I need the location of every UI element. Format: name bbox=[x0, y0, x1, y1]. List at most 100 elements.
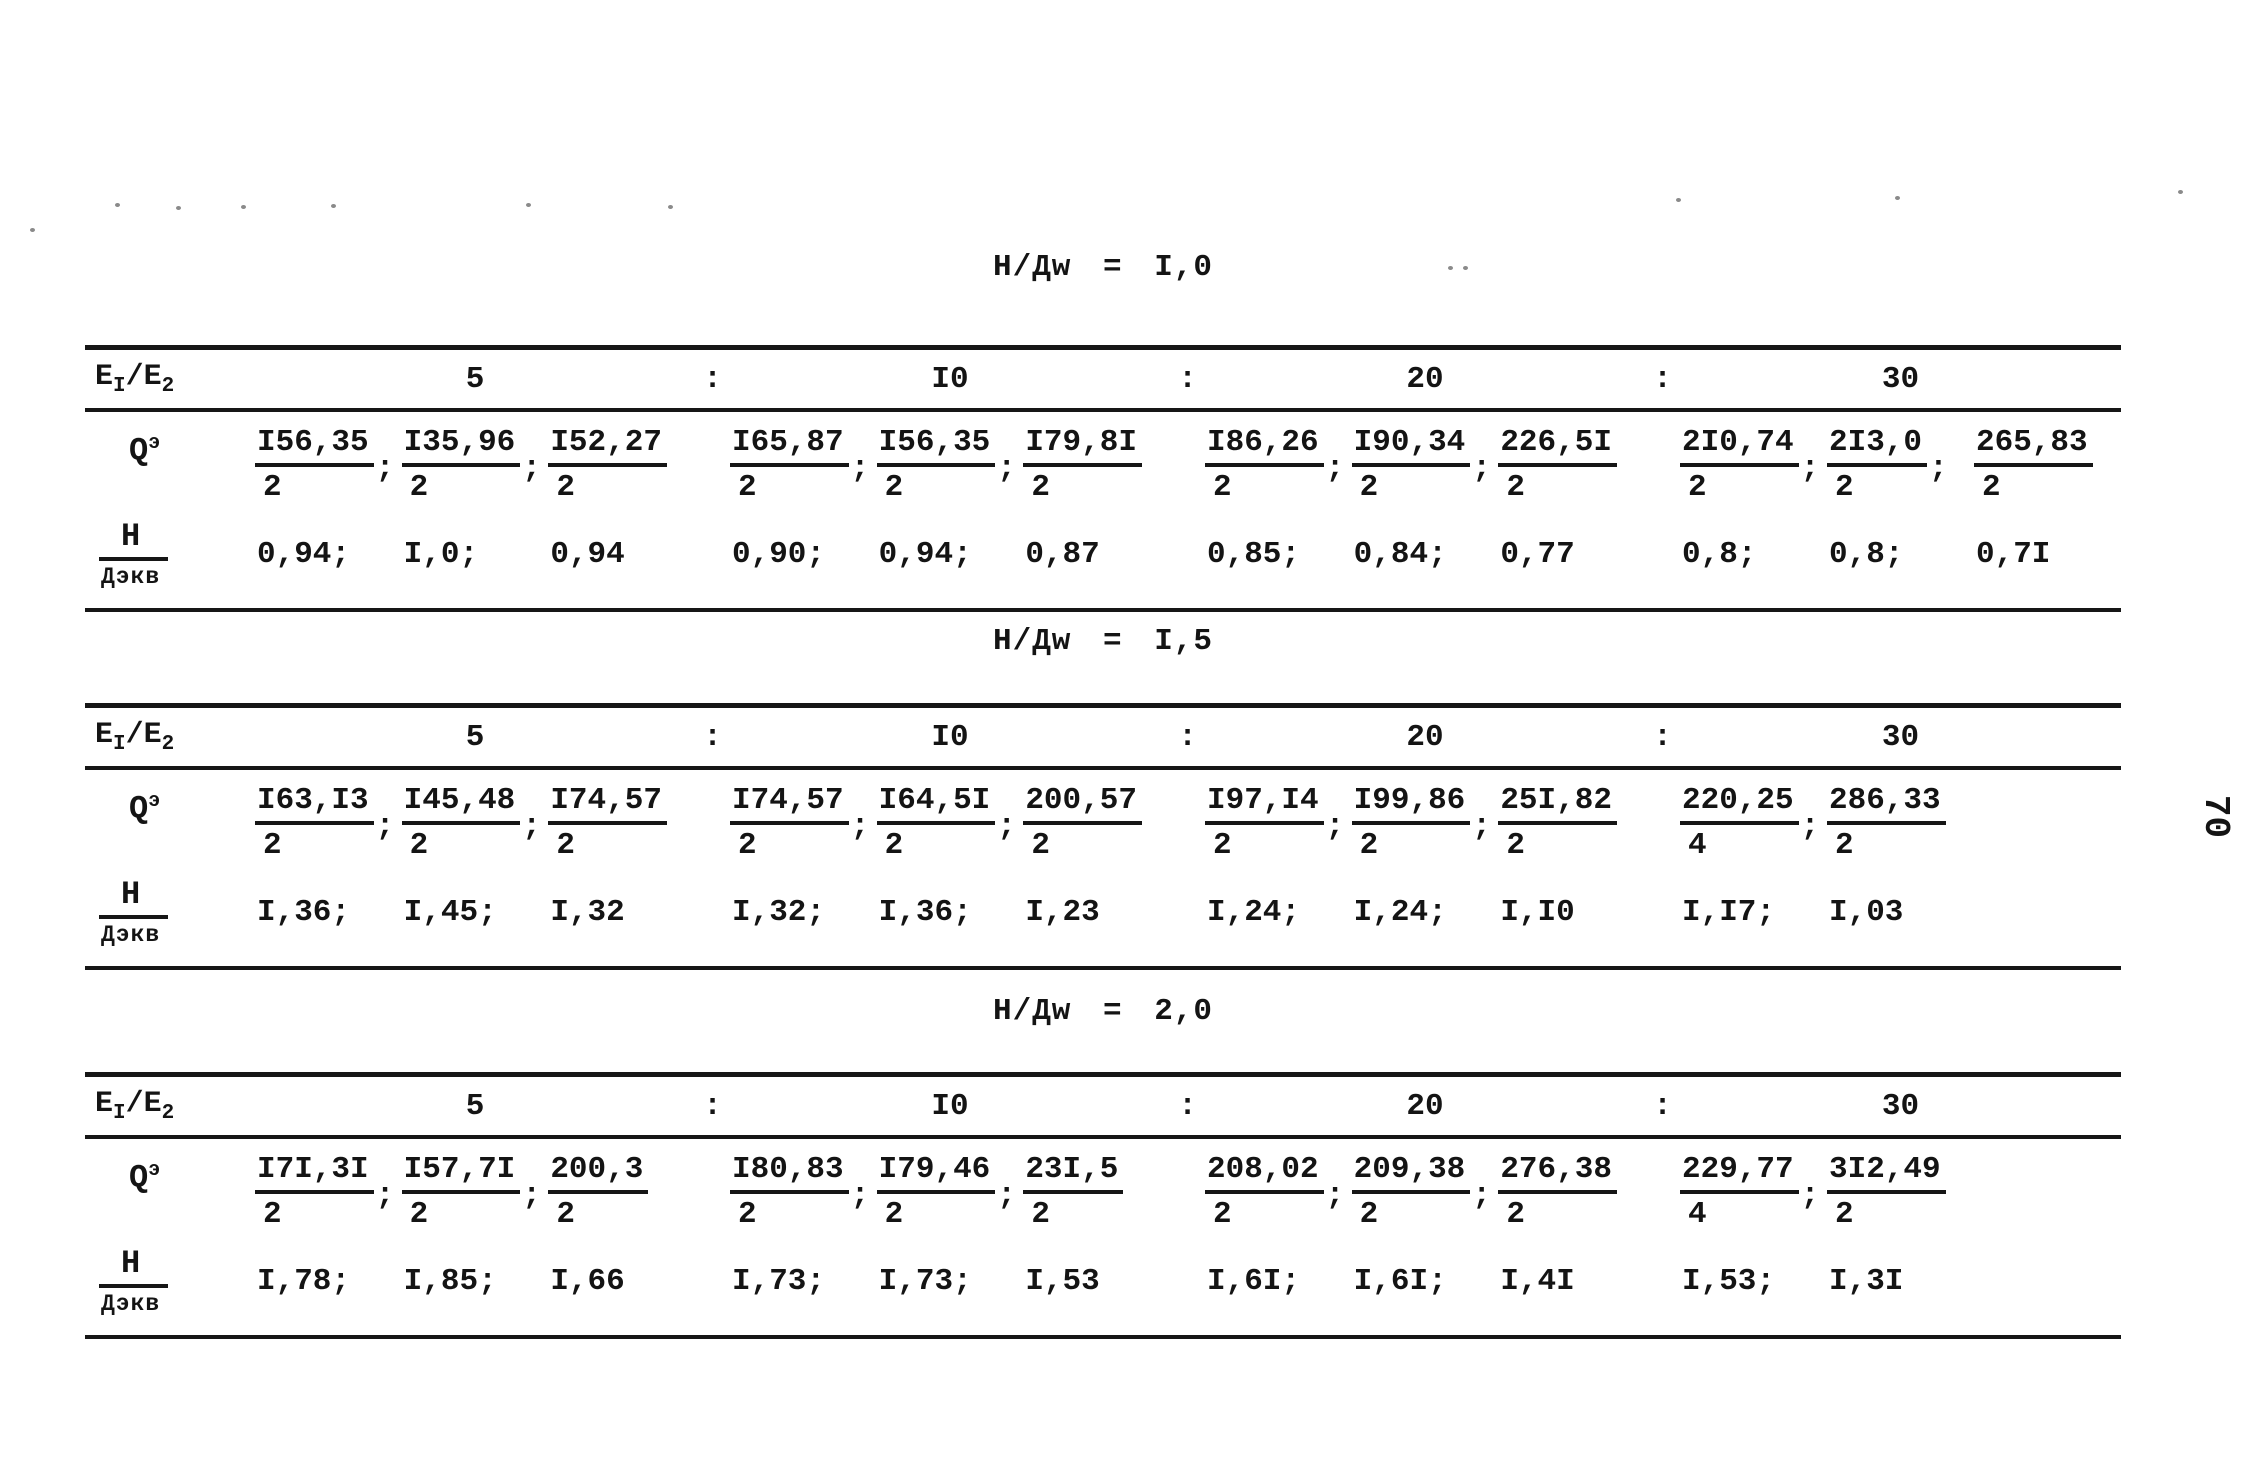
column-separator: : bbox=[703, 361, 722, 397]
q-fraction-cell: 2I0,74 2; bbox=[1680, 426, 1827, 505]
fraction-numerator: 276,38 bbox=[1498, 1153, 1617, 1194]
fraction-numerator: I56,35 bbox=[255, 426, 374, 467]
fraction-numerator: I80,83 bbox=[730, 1153, 849, 1194]
fraction: 286,33 2 bbox=[1827, 784, 1946, 863]
fraction-denominator: 2 bbox=[556, 1197, 575, 1232]
column-header: 20 bbox=[1406, 719, 1444, 755]
table-section-h-dw-1-5: Н/Дw = I,5 ЕI/Е2 5: I0:20:30 Qэ I63,I3 2; I… bbox=[85, 622, 2121, 970]
h-value-cell bbox=[1974, 1262, 2121, 1302]
fraction-denominator: 2 bbox=[1031, 828, 1050, 863]
value-separator: ; bbox=[997, 451, 1016, 486]
h-value-cell: I,4I bbox=[1500, 1263, 1575, 1299]
q-fraction-cell: 200,57 2 bbox=[1023, 784, 1170, 863]
q-fraction-cell: 2I3,0 2; bbox=[1827, 426, 1974, 505]
h-value-group: 0,94; I,0; 0,94 bbox=[255, 535, 695, 575]
h-value-group: I,36; I,45; I,32 bbox=[255, 893, 695, 933]
h-value-cell: 0,7I bbox=[1976, 536, 2051, 572]
q-value-group: 208,02 2; 209,38 2; 276,38 2 bbox=[1205, 1153, 1645, 1232]
h-value-cell: I,I0 bbox=[1500, 894, 1575, 930]
fraction: I79,8I 2 bbox=[1023, 426, 1142, 505]
fraction-denominator: 2 bbox=[1506, 828, 1525, 863]
fraction-numerator: 200,57 bbox=[1023, 784, 1142, 825]
fraction-numerator: I56,35 bbox=[876, 426, 996, 467]
fraction: I7I,3I 2 bbox=[255, 1153, 374, 1232]
fraction: I45,48 2 bbox=[401, 784, 521, 863]
h-value-cell: I,23 bbox=[1025, 894, 1100, 930]
value-separator: ; bbox=[1800, 1178, 1820, 1213]
column-separator bbox=[695, 1153, 730, 1232]
q-fraction-cell: I57,7I 2; bbox=[401, 1153, 549, 1232]
q-fraction-cell: I79,8I 2 bbox=[1023, 426, 1170, 505]
table-title: Н/Дw = 2,0 bbox=[992, 994, 1214, 1029]
fraction-numerator: I79,8I bbox=[1023, 426, 1142, 467]
h-value-cell: 0,8; bbox=[1682, 536, 1757, 572]
q-fraction-cell: 220,25 4; bbox=[1680, 784, 1827, 863]
q-value-group: I56,35 2; I35,96 2; I52,27 2 bbox=[255, 426, 695, 505]
table-section-h-dw-1-0: Н/Дw = I,0 ЕI/Е2 5: I0:20:30 Qэ I56,35 2; I… bbox=[85, 248, 2121, 612]
fraction-denominator: 2 bbox=[884, 1197, 904, 1232]
h-value-cell: I,3I bbox=[1829, 1263, 1904, 1299]
column-separator bbox=[1170, 426, 1205, 505]
h-row: Н Дэкв 0,94; I,0; 0,94 0,90; 0,94; 0,87 0,85; 0,… bbox=[85, 511, 2121, 608]
q-fraction-cell: I52,27 2 bbox=[548, 426, 695, 505]
h-value-cell: I,85; bbox=[403, 1263, 497, 1299]
value-separator: ; bbox=[1929, 451, 1948, 486]
column-header: I0 bbox=[931, 361, 969, 397]
fraction-numerator: 220,25 bbox=[1680, 784, 1799, 825]
fraction-denominator: 2 bbox=[409, 470, 429, 505]
fraction-numerator: 25I,82 bbox=[1498, 784, 1617, 825]
fraction-denominator: 2 bbox=[738, 1197, 757, 1232]
q-fraction-cell: 3I2,49 2 bbox=[1827, 1153, 1974, 1232]
fraction: I52,27 2 bbox=[548, 426, 667, 505]
column-separator: : bbox=[1178, 719, 1197, 755]
table-section-h-dw-2-0: Н/Дw = 2,0 ЕI/Е2 5: I0:20:30 Qэ I7I,3I 2; I… bbox=[85, 992, 2121, 1339]
q-value-group: I86,26 2; I90,34 2; 226,5I 2 bbox=[1205, 426, 1645, 505]
q-label: Qэ bbox=[129, 432, 161, 470]
value-separator: ; bbox=[1472, 451, 1491, 486]
h-value-cell: 0,90; bbox=[732, 536, 826, 572]
h-value-group: 0,85; 0,84; 0,77 bbox=[1205, 535, 1645, 575]
fraction: I74,57 2 bbox=[730, 784, 849, 863]
fraction: I74,57 2 bbox=[548, 784, 667, 863]
fraction: 2I0,74 2 bbox=[1680, 426, 1799, 505]
h-value-cell: I,32; bbox=[732, 894, 826, 930]
fraction-denominator: 2 bbox=[263, 1197, 282, 1232]
q-fraction-cell: I7I,3I 2; bbox=[255, 1153, 402, 1232]
column-separator: : bbox=[1653, 361, 1672, 397]
fraction: 208,02 2 bbox=[1205, 1153, 1324, 1232]
fraction: I86,26 2 bbox=[1205, 426, 1324, 505]
fraction: I97,I4 2 bbox=[1205, 784, 1324, 863]
h-value-cell: 0,94; bbox=[878, 536, 972, 572]
fraction-denominator: 2 bbox=[1359, 828, 1379, 863]
fraction-numerator: I65,87 bbox=[730, 426, 849, 467]
q-fraction-cell bbox=[1974, 1153, 2121, 1232]
q-fraction-cell: 200,3 2 bbox=[548, 1153, 695, 1232]
h-value-cell: 0,8; bbox=[1829, 536, 1904, 572]
h-value-group: I,I7; I,03 bbox=[1680, 893, 2121, 933]
fraction: 226,5I 2 bbox=[1498, 426, 1617, 505]
fraction-denominator: 2 bbox=[1835, 828, 1854, 863]
fraction: 209,38 2 bbox=[1351, 1153, 1471, 1232]
fraction-denominator: 2 bbox=[263, 828, 282, 863]
column-header: 30 bbox=[1881, 1088, 1920, 1124]
fraction-denominator: 2 bbox=[1835, 1197, 1854, 1232]
h-value-group: I,78; I,85; I,66 bbox=[255, 1262, 695, 1302]
h-value-cell bbox=[1974, 893, 2121, 933]
table-header-row: ЕI/Е2 5: I0: 20: 30 bbox=[85, 350, 2121, 412]
q-value-group: I63,I3 2; I45,48 2; I74,57 2 bbox=[255, 784, 695, 863]
fraction-numerator: 229,77 bbox=[1680, 1153, 1799, 1194]
h-value-cell: I,6I; bbox=[1353, 1263, 1447, 1299]
fraction-numerator: I35,96 bbox=[401, 426, 521, 467]
fraction-numerator: 200,3 bbox=[548, 1153, 649, 1194]
column-separator bbox=[1645, 426, 1680, 505]
fraction-numerator: I63,I3 bbox=[255, 784, 374, 825]
fraction-numerator: 208,02 bbox=[1205, 1153, 1324, 1194]
column-separator bbox=[1645, 784, 1680, 863]
fraction-numerator: 226,5I bbox=[1498, 426, 1617, 467]
q-fraction-cell: I80,83 2; bbox=[730, 1153, 877, 1232]
h-value-cell: I,24; bbox=[1207, 894, 1301, 930]
q-fraction-cell: 226,5I 2 bbox=[1498, 426, 1645, 505]
value-separator: ; bbox=[1325, 451, 1345, 486]
h-value-cell: 0,87 bbox=[1025, 536, 1100, 572]
h-value-cell: I,I7; bbox=[1682, 894, 1776, 930]
